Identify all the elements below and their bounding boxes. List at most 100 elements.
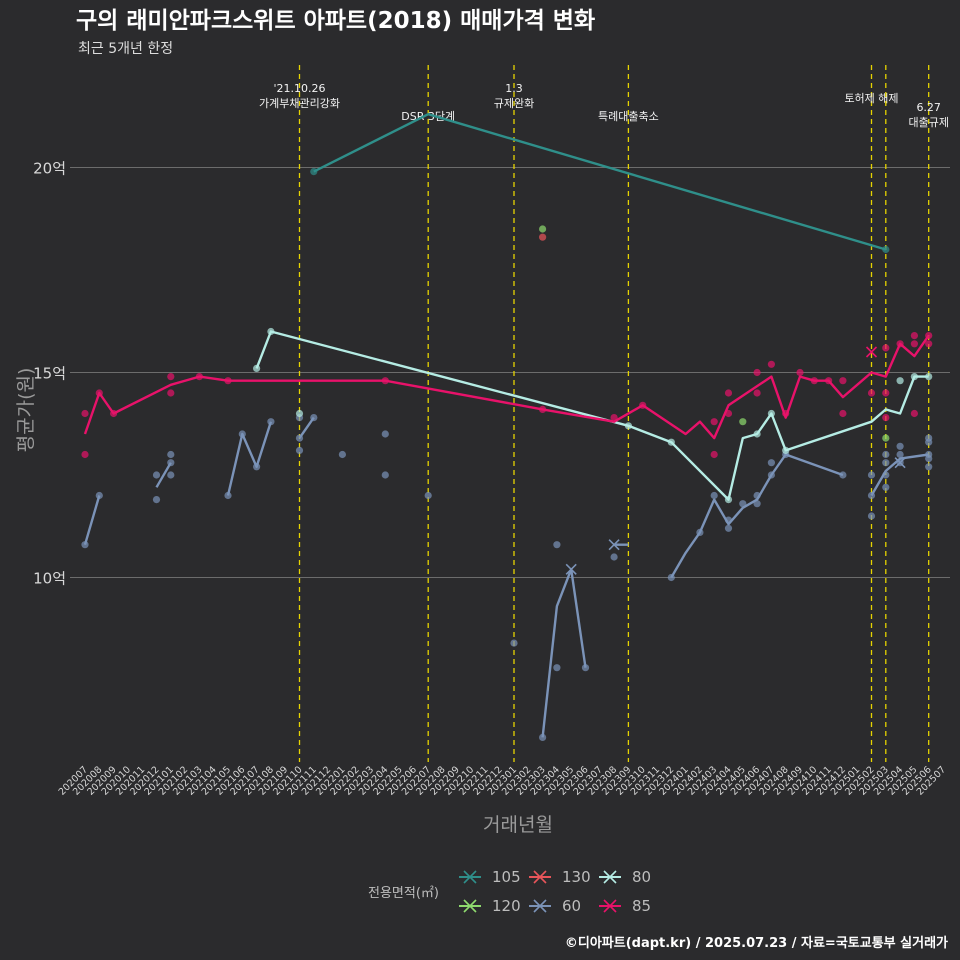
data-point-85: [195, 373, 203, 381]
data-point-60: [867, 512, 876, 520]
cross-mark-60: [565, 563, 577, 575]
data-point-85: [167, 373, 175, 381]
legend: 전용면적(㎡) 105 120 130 60 80 85: [368, 868, 651, 915]
data-point-80: [925, 373, 933, 381]
legend-key-cross: [463, 899, 477, 913]
y-axis-ticks: 10억 15억 20억: [33, 160, 66, 588]
data-point-85: [753, 389, 761, 397]
event-label: 대출규제: [908, 116, 948, 129]
data-point-85: [110, 409, 118, 418]
data-point-60: [767, 459, 776, 467]
legend-key-cross: [533, 870, 547, 884]
data-point-85: [81, 450, 89, 459]
event-label: 6.27: [916, 101, 941, 114]
y-axis-title: 평균가(원): [15, 368, 37, 453]
data-point-60: [882, 471, 890, 479]
data-point-85: [639, 401, 647, 409]
data-point-60: [696, 528, 704, 537]
data-point-80: [295, 409, 304, 418]
data-point-60: [295, 446, 304, 454]
data-point-80: [767, 409, 776, 418]
data-point-85: [910, 409, 919, 418]
source-caption: ©디아파트(dapt.kr) / 2025.07.23 / 자료=국토교통부 실…: [565, 935, 948, 951]
data-point-130: [539, 233, 547, 241]
data-point-85: [710, 450, 718, 459]
legend-label: 120: [492, 897, 521, 915]
data-point-60: [925, 463, 933, 471]
event-label: 토허제 해제: [844, 91, 898, 105]
data-point-60: [882, 483, 890, 491]
legend-label: 80: [632, 868, 651, 886]
data-point-60: [224, 491, 232, 500]
data-point-85: [724, 409, 733, 418]
chart-title: 구의 래미안파크스위트 아파트(2018) 매매가격 변화: [76, 8, 595, 34]
legend-key-cross: [603, 870, 617, 884]
data-point-85: [896, 340, 904, 348]
data-point-80: [667, 438, 675, 446]
cross-mark-85: [865, 346, 878, 358]
data-point-60: [925, 434, 933, 442]
data-point-60: [896, 450, 904, 459]
series-line-60: [226, 421, 273, 496]
data-point-60: [424, 491, 432, 500]
data-point-85: [767, 360, 776, 368]
data-point-85: [925, 332, 933, 340]
series-line-60: [670, 453, 844, 579]
data-point-85: [224, 377, 232, 385]
data-point-85: [610, 414, 618, 422]
data-point-85: [167, 389, 175, 397]
data-point-60: [767, 471, 776, 479]
data-point-60: [81, 541, 89, 549]
data-point-85: [753, 368, 761, 377]
data-point-60: [581, 664, 590, 672]
data-point-105: [310, 168, 318, 176]
data-point-80: [624, 422, 633, 430]
series-line-105: [313, 113, 887, 251]
data-point-60: [553, 541, 561, 549]
data-point-80: [910, 373, 919, 381]
x-axis-title: 거래년월: [483, 814, 553, 836]
data-point-60: [925, 450, 933, 459]
legend-label: 60: [562, 897, 581, 915]
data-point-60: [381, 430, 389, 438]
data-point-85: [810, 377, 818, 385]
data-point-60: [295, 434, 304, 442]
data-point-85: [839, 377, 847, 385]
data-point-60: [510, 639, 518, 647]
chart-subtitle: 최근 5개년 한정: [78, 41, 173, 57]
series-line-60: [83, 495, 101, 546]
data-point-60: [167, 459, 175, 467]
data-point-120: [882, 434, 890, 442]
data-point-60: [724, 524, 733, 532]
cross-mark-60: [894, 457, 906, 469]
data-point-60: [553, 664, 561, 672]
data-point-60: [739, 500, 747, 508]
legend-label: 130: [562, 868, 591, 886]
event-label: 특례대출축소: [598, 110, 659, 123]
data-point-85: [910, 332, 919, 340]
data-point-60: [710, 491, 718, 500]
legend-label: 105: [492, 868, 521, 886]
event-label: '21.10.26: [273, 82, 325, 95]
series-line-60: [298, 416, 315, 439]
event-label: 1.3: [505, 82, 523, 95]
data-point-85: [882, 414, 890, 422]
data-point-85: [710, 418, 718, 426]
data-point-85: [882, 344, 890, 352]
data-point-60: [867, 471, 876, 479]
data-point-60: [539, 733, 547, 742]
event-label: 규제완화: [494, 97, 534, 110]
series-line-60: [541, 568, 587, 738]
data-point-80: [724, 496, 733, 504]
data-point-60: [610, 553, 618, 561]
event-label: DSR 3단계: [401, 110, 455, 123]
data-point-60: [839, 471, 847, 479]
data-point-85: [724, 389, 733, 397]
data-point-85: [910, 340, 919, 348]
data-point-80: [896, 377, 904, 385]
data-point-80: [782, 446, 790, 454]
series-points: [81, 168, 933, 742]
data-point-60: [882, 459, 890, 467]
data-point-60: [95, 491, 103, 500]
